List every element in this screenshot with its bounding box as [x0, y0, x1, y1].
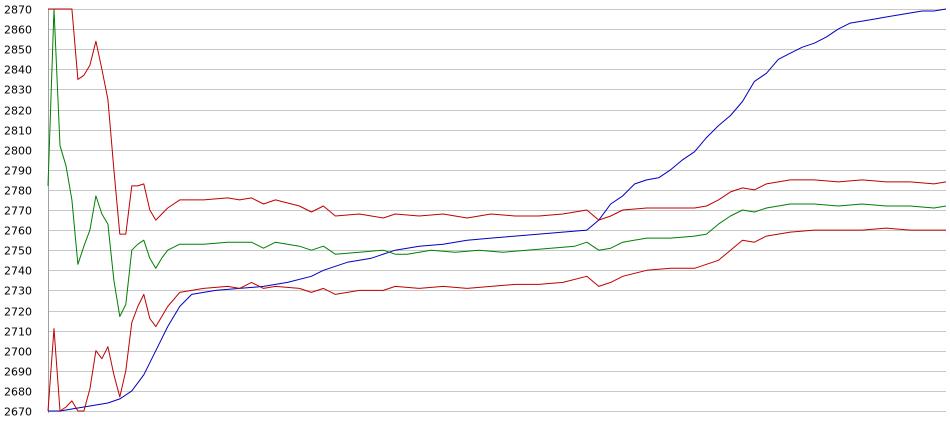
y-tick-label: 2720 [4, 306, 32, 319]
y-tick-label: 2800 [4, 145, 32, 158]
y-tick-label: 2840 [4, 64, 32, 77]
y-tick-label: 2780 [4, 185, 32, 198]
y-tick-label: 2790 [4, 165, 32, 178]
y-tick-label: 2830 [4, 84, 32, 97]
y-tick-label: 2760 [4, 225, 32, 238]
series-line-2 [47, 8, 947, 317]
y-tick-label: 2770 [4, 205, 32, 218]
y-tick-label: 2870 [4, 4, 32, 17]
series-lines [47, 8, 947, 412]
y-tick-label: 2810 [4, 125, 32, 138]
y-tick-label: 2860 [4, 24, 32, 37]
y-tick-labels: 2670 2680 2690 2700 2710 2720 2730 2740 2750 2760… [4, 4, 32, 419]
y-tick-label: 2680 [4, 386, 32, 399]
y-tick-label: 2750 [4, 245, 32, 258]
series-line-3 [48, 8, 947, 235]
grid [48, 9, 946, 412]
y-tick-label: 2710 [4, 326, 32, 339]
y-tick-label: 2700 [4, 346, 32, 359]
series-line-4 [47, 227, 946, 412]
y-tick-label: 2690 [4, 366, 32, 379]
y-tick-label: 2820 [4, 105, 32, 118]
y-tick-label: 2740 [4, 265, 32, 278]
y-tick-label: 2730 [4, 285, 32, 298]
series-line-1 [48, 8, 947, 412]
y-tick-label: 2670 [4, 406, 32, 419]
y-tick-label: 2850 [4, 44, 32, 57]
